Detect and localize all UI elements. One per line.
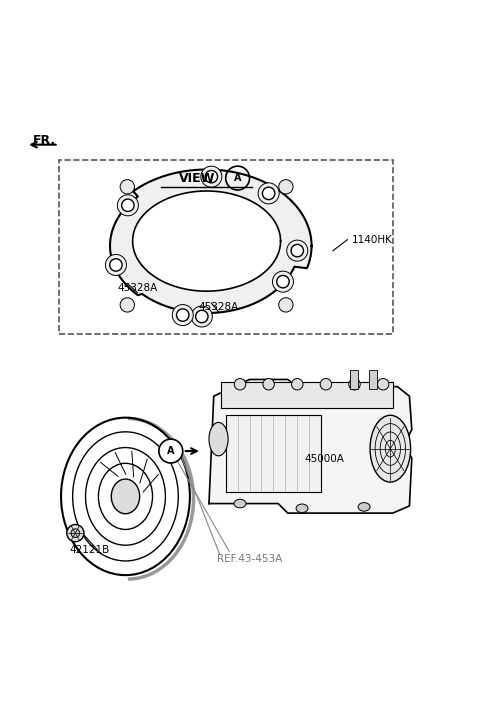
Circle shape [205, 170, 217, 183]
Text: FR.: FR. [33, 135, 56, 147]
Circle shape [277, 276, 289, 288]
Text: VIEW: VIEW [179, 172, 215, 185]
Circle shape [279, 180, 293, 194]
Circle shape [120, 180, 134, 194]
Circle shape [291, 244, 303, 257]
Polygon shape [209, 379, 412, 513]
Polygon shape [110, 170, 312, 313]
Text: A: A [234, 173, 241, 183]
Ellipse shape [370, 415, 410, 482]
Text: 45000A: 45000A [304, 454, 344, 464]
Circle shape [196, 310, 208, 323]
Polygon shape [132, 191, 281, 291]
Ellipse shape [296, 504, 308, 513]
Circle shape [159, 439, 183, 463]
Text: REF.43-453A: REF.43-453A [217, 554, 282, 564]
Circle shape [349, 379, 360, 390]
Circle shape [192, 306, 212, 327]
Text: 1140HK: 1140HK [352, 235, 393, 245]
Circle shape [279, 298, 293, 312]
Circle shape [320, 379, 332, 390]
Circle shape [172, 304, 193, 326]
Circle shape [106, 254, 126, 276]
Bar [59, 160, 393, 334]
Circle shape [67, 525, 84, 542]
Polygon shape [221, 382, 393, 408]
Circle shape [121, 199, 134, 211]
Circle shape [234, 379, 246, 390]
Bar [369, 370, 377, 389]
Ellipse shape [209, 422, 228, 456]
Ellipse shape [111, 479, 140, 513]
Bar [350, 370, 359, 389]
Ellipse shape [234, 499, 246, 508]
Circle shape [263, 379, 275, 390]
Polygon shape [226, 415, 321, 492]
Circle shape [291, 379, 303, 390]
Text: 42121B: 42121B [70, 545, 110, 555]
Circle shape [287, 240, 308, 261]
Circle shape [117, 195, 138, 216]
Circle shape [377, 379, 389, 390]
Circle shape [273, 271, 293, 292]
Circle shape [258, 183, 279, 204]
Circle shape [263, 187, 275, 200]
Circle shape [177, 309, 189, 321]
Circle shape [71, 529, 80, 538]
Text: A: A [167, 446, 175, 456]
Circle shape [120, 298, 134, 312]
Ellipse shape [358, 503, 370, 511]
Text: 45328A: 45328A [117, 283, 157, 293]
Text: 45328A: 45328A [198, 301, 239, 311]
Circle shape [110, 258, 122, 271]
Circle shape [201, 166, 222, 187]
